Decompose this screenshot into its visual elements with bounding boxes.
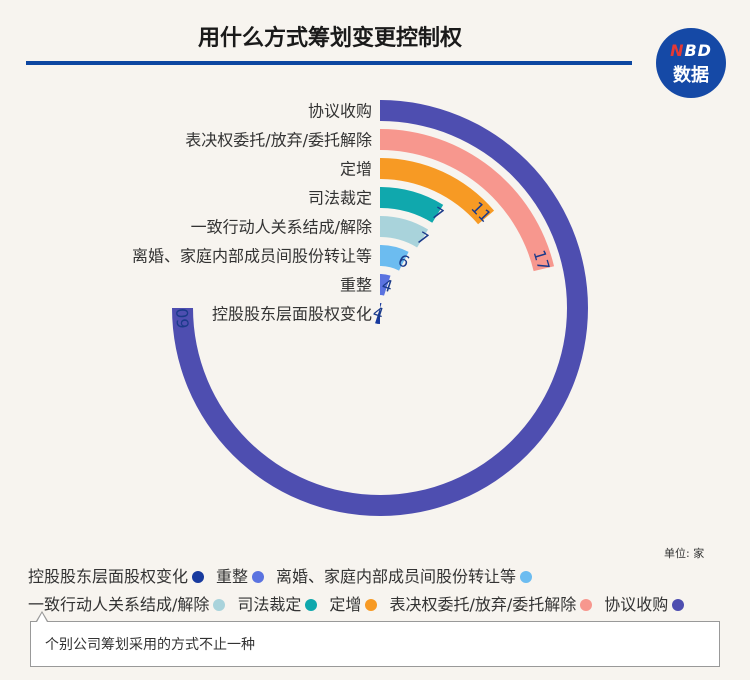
legend-item-1: 控股股东层面股权变化 (28, 563, 205, 591)
legend-item-3: 离婚、家庭内部成员间股份转让等 (276, 563, 533, 591)
category-label-4: 司法裁定 (308, 189, 372, 208)
bar-5 (380, 216, 429, 248)
legend-swatch (252, 571, 265, 583)
chart-title: 用什么方式筹划变更控制权 (197, 26, 462, 51)
note-pointer-fill (37, 613, 47, 622)
bar-4 (380, 187, 444, 223)
legend-label: 定增 (329, 595, 362, 614)
bar-8 (375, 303, 382, 324)
category-label-3: 定增 (340, 160, 372, 179)
legend-label: 离婚、家庭内部成员间股份转让等 (276, 567, 517, 586)
title-underline (26, 61, 632, 65)
logo-text: 数据 (673, 65, 709, 86)
logo-letter-n: N (670, 41, 685, 60)
value-label-1: 60 (173, 308, 193, 329)
legend-label: 司法裁定 (237, 595, 302, 614)
footnote-box: 个别公司筹划采用的方式不止一种 (30, 621, 720, 667)
legend-item-5: 司法裁定 (237, 591, 318, 619)
unit-label: 单位: 家 (664, 547, 705, 560)
category-label-8: 控股股东层面股权变化 (212, 305, 372, 324)
bar-3 (380, 158, 495, 225)
legend-item-2: 重整 (216, 563, 265, 591)
category-label-6: 离婚、家庭内部成员间股份转让等 (132, 247, 372, 266)
category-label-5: 一致行动人关系结成/解除 (191, 218, 372, 237)
bar-6 (380, 245, 409, 271)
bar-7 (380, 274, 391, 296)
legend-label: 协议收购 (604, 595, 669, 614)
category-label-7: 重整 (340, 276, 372, 295)
legend-label: 一致行动人关系结成/解除 (28, 595, 210, 614)
radial-bar-chart: 协议收购60表决权委托/放弃/委托解除17定增11司法裁定7一致行动人关系结成/… (132, 100, 588, 516)
legend-label: 表决权委托/放弃/委托解除 (389, 595, 577, 614)
category-label-2: 表决权委托/放弃/委托解除 (185, 131, 372, 150)
legend-item-8: 协议收购 (604, 591, 685, 619)
bar-2 (380, 129, 555, 272)
logo-letters-bd: BD (684, 41, 712, 60)
legend-item-7: 表决权委托/放弃/委托解除 (389, 591, 593, 619)
nbd-logo: NBD 数据 (656, 28, 726, 98)
legend-swatch (305, 599, 318, 611)
legend-swatch (365, 599, 378, 611)
legend-swatch (580, 599, 593, 611)
legend-label: 重整 (216, 567, 249, 586)
legend-swatch (672, 599, 685, 611)
value-label-8: 4 (371, 303, 387, 324)
legend-swatch (520, 571, 533, 583)
legend-item-4: 一致行动人关系结成/解除 (28, 591, 226, 619)
legend-swatch (192, 571, 205, 583)
legend-label: 控股股东层面股权变化 (28, 567, 189, 586)
category-label-1: 协议收购 (308, 102, 372, 121)
chart-legend: 控股股东层面股权变化 重整 离婚、家庭内部成员间股份转让等一致行动人关系结成/解除 司… (28, 563, 748, 619)
legend-swatch (213, 599, 226, 611)
legend-item-6: 定增 (329, 591, 378, 619)
